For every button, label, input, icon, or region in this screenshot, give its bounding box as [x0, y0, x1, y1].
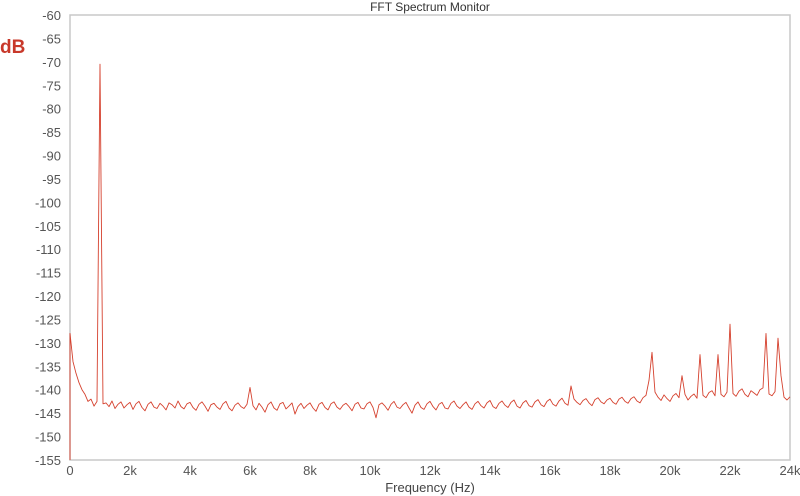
plot-area [69, 63, 791, 460]
x-tick-label: 2k [123, 463, 137, 478]
y-tick-label: -145 [35, 406, 61, 421]
plot-frame [69, 14, 791, 461]
x-axis-ticks: 0 2k 4k 6k 8k 10k 12k 14k 16k 18k 20k 22k 24k [66, 463, 800, 478]
y-tick-label: -60 [42, 8, 61, 23]
x-tick-label: 12k [420, 463, 441, 478]
y-tick-label: -115 [36, 266, 61, 281]
x-axis-label: Frequency (Hz) [385, 480, 475, 495]
y-tick-label: -95 [42, 172, 61, 187]
y-tick-label: -140 [35, 383, 61, 398]
x-tick-label: 10k [360, 463, 381, 478]
x-tick-label: 4k [183, 463, 197, 478]
y-tick-label: -110 [36, 242, 61, 257]
y-tick-label: -125 [35, 312, 61, 327]
x-tick-label: 20k [660, 463, 681, 478]
y-tick-label: -90 [42, 149, 61, 164]
y-tick-label: -100 [35, 195, 61, 210]
chart-title: FFT Spectrum Monitor [370, 0, 490, 14]
y-tick-label: -75 [42, 78, 61, 93]
y-tick-label: -70 [42, 55, 61, 70]
x-tick-label: 18k [600, 463, 621, 478]
y-axis-ticks: -60 -65 -70 -75 -80 -85 -90 -95 -100 -105 -110 -115… [35, 8, 61, 468]
axes [69, 14, 791, 461]
y-tick-label: -120 [35, 289, 61, 304]
y-tick-label: -155 [35, 453, 61, 468]
y-tick-label: -150 [35, 430, 61, 445]
x-tick-label: 24k [780, 463, 800, 478]
y-tick-label: -105 [35, 219, 61, 234]
y-tick-label: -85 [42, 125, 61, 140]
y-tick-label: -130 [35, 336, 61, 351]
x-tick-label: 14k [480, 463, 501, 478]
x-tick-label: 16k [540, 463, 561, 478]
x-tick-label: 22k [720, 463, 741, 478]
x-tick-label: 8k [303, 463, 317, 478]
y-tick-label: -80 [42, 102, 61, 117]
x-tick-label: 0 [66, 463, 73, 478]
x-tick-label: 6k [243, 463, 257, 478]
y-tick-label: -135 [35, 359, 61, 374]
y-tick-label: -65 [42, 31, 61, 46]
y-axis-unit-label: dB [0, 37, 25, 58]
spectrum-line [69, 63, 791, 460]
